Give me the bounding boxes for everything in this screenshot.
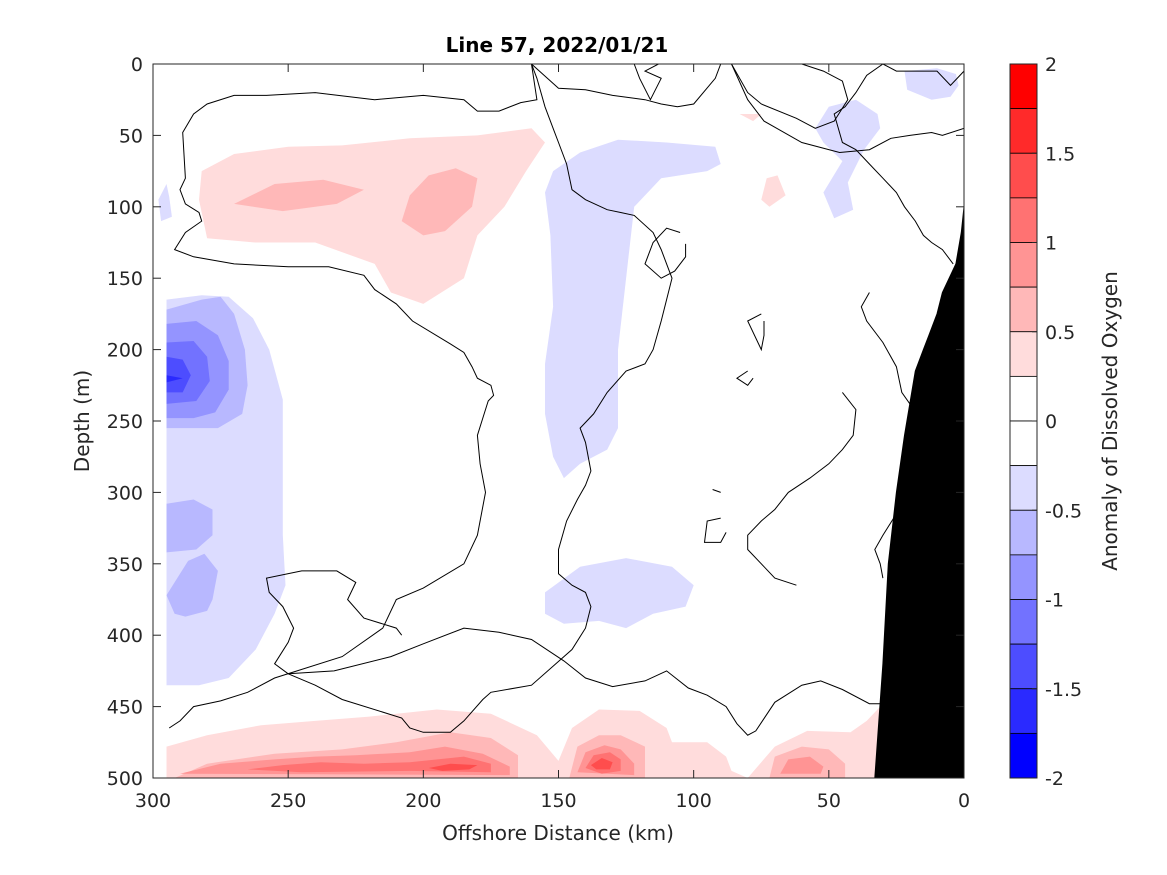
colorbar: 2 1.5 1 0.5 0 -0.5 -1 -1.5 -2 Anomaly of Dissolv…	[1009, 54, 1122, 790]
y-tick-label: 100	[107, 197, 143, 219]
colorbar-band-2	[1009, 152, 1038, 199]
x-axis-ticks: 300 250 200 150 100 50 0	[135, 64, 970, 812]
colorbar-band-4	[1009, 242, 1038, 288]
colorbar-tick-label: -2	[1045, 768, 1064, 790]
zero-contour-line-14	[703, 517, 727, 543]
land-mask	[874, 206, 964, 778]
contour-fill-region-17	[545, 558, 694, 629]
x-tick-label: 0	[958, 790, 970, 812]
zero-contour-line-9	[833, 64, 954, 265]
colorbar-tick-label: 1	[1045, 233, 1057, 255]
colorbar-band-15	[1009, 732, 1038, 779]
colorbar-band-8	[1009, 420, 1038, 467]
colorbar-band-10	[1009, 509, 1038, 556]
contour-fill-region-1	[234, 179, 364, 212]
contour-line-layer	[168, 64, 964, 736]
contour-fill-region-6	[815, 99, 881, 219]
contour-fill-region-4	[761, 175, 786, 207]
x-tick-label: 300	[135, 790, 171, 812]
colorbar-band-0	[1009, 63, 1038, 110]
colorbar-tick-label: 0.5	[1045, 322, 1075, 344]
colorbar-tick-label: 0	[1045, 411, 1057, 433]
land-mask-layer	[874, 206, 964, 778]
colorbar-tick-label: 1.5	[1045, 143, 1075, 165]
contour-fill-region-15	[166, 499, 213, 553]
colorbar-bands	[1009, 63, 1038, 779]
y-tick-label: 250	[107, 411, 143, 433]
colorbar-tick-label: -1.5	[1045, 679, 1082, 701]
zero-contour-line-7	[731, 64, 964, 154]
y-tick-label: 0	[131, 54, 143, 76]
contour-fill-region-27	[428, 763, 478, 771]
colorbar-tick-label: 2	[1045, 54, 1057, 76]
zero-contour-line-10	[644, 227, 687, 279]
zero-contour-line-6	[731, 64, 849, 129]
contour-fill-region-5	[545, 139, 721, 479]
zero-contour-line-13	[712, 489, 721, 493]
y-tick-label: 300	[107, 482, 143, 504]
y-axis-label: Depth (m)	[70, 370, 94, 472]
contour-fill-region-2	[401, 168, 478, 236]
contour-fill-region-28	[590, 758, 613, 770]
colorbar-band-9	[1009, 465, 1038, 511]
x-axis-label: Offshore Distance (km)	[442, 821, 674, 845]
y-tick-label: 450	[107, 697, 143, 719]
colorbar-tick-label: -1	[1045, 590, 1064, 612]
zero-contour-line-4	[288, 627, 889, 736]
x-tick-label: 200	[405, 790, 441, 812]
contour-fill-region-14	[166, 375, 183, 383]
x-tick-label: 100	[676, 790, 712, 812]
contour-fill-region-24	[780, 756, 824, 774]
contour-fill-region-16	[166, 553, 218, 617]
colorbar-band-11	[1009, 554, 1038, 600]
colorbar-tick-label: -0.5	[1045, 500, 1082, 522]
contour-fill-region-8	[158, 184, 172, 222]
y-axis-ticks: 0 50 100 150 200 250 300 350 400 450 500	[107, 54, 964, 790]
y-tick-label: 500	[107, 768, 143, 790]
colorbar-band-13	[1009, 643, 1038, 690]
colorbar-band-1	[1009, 108, 1038, 154]
colorbar-band-14	[1009, 688, 1038, 734]
plot-area	[152, 63, 965, 779]
y-tick-label: 200	[107, 340, 143, 362]
zero-contour-line-1	[168, 64, 538, 729]
contour-fill-region-3	[739, 114, 762, 122]
zero-contour-line-11	[747, 313, 765, 352]
contour-fill-region-13	[166, 356, 191, 393]
colorbar-ticks: 2 1.5 1 0.5 0 -0.5 -1 -1.5 -2	[1032, 54, 1082, 790]
zero-contour-line-12	[735, 370, 754, 386]
colorbar-label: Anomaly of Dissolved Oxygen	[1098, 271, 1122, 571]
y-tick-label: 50	[119, 125, 143, 147]
y-tick-label: 400	[107, 625, 143, 647]
x-tick-label: 250	[270, 790, 306, 812]
colorbar-band-3	[1009, 197, 1038, 243]
x-tick-label: 150	[540, 790, 576, 812]
colorbar-band-12	[1009, 599, 1038, 645]
zero-contour-line-8	[882, 64, 964, 87]
zero-contour-line-3	[265, 570, 403, 675]
zero-contour-line-16	[747, 392, 857, 586]
colorbar-band-6	[1009, 331, 1038, 377]
contour-fill-region-25	[247, 756, 491, 773]
y-tick-label: 350	[107, 554, 143, 576]
chart-title: Line 57, 2022/01/21	[446, 33, 669, 57]
x-tick-label: 50	[817, 790, 841, 812]
zero-contour-line-5	[531, 64, 722, 108]
contour-fill-region-7	[904, 68, 959, 100]
colorbar-band-5	[1009, 286, 1038, 333]
colorbar-band-7	[1009, 375, 1038, 422]
y-tick-label: 150	[107, 268, 143, 290]
zero-contour-line-0	[633, 64, 662, 101]
contour-fill-layer	[158, 68, 959, 778]
zero-contour-line-2	[288, 64, 673, 733]
